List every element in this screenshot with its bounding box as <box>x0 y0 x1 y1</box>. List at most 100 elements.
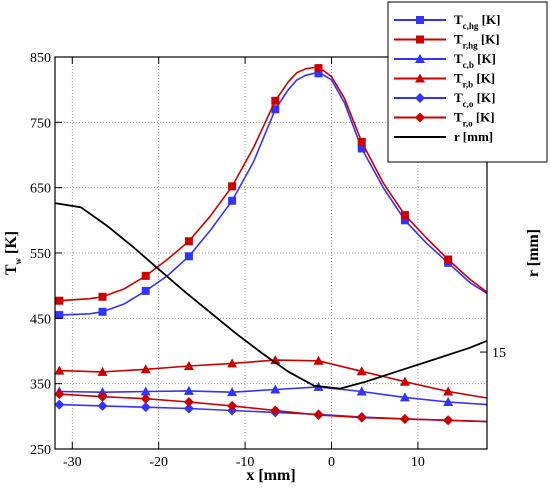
y-axis-label-left-subscript: w <box>13 257 23 264</box>
triangle-marker <box>54 365 65 375</box>
triangle-marker <box>183 385 194 395</box>
y-tick-label-left: 250 <box>30 443 51 458</box>
series-line <box>54 202 488 390</box>
legend-label: Tc,b [K] <box>454 51 496 70</box>
triangle-marker <box>399 376 410 386</box>
legend-label-unit: [K] <box>473 90 495 105</box>
diamond-marker <box>270 405 281 416</box>
triangle-marker <box>227 387 238 397</box>
square-marker <box>228 182 237 191</box>
square-marker <box>141 286 150 295</box>
triangle-marker <box>140 364 151 374</box>
axes: -30-20-100102503504505506507508501530x [… <box>3 51 542 484</box>
diamond-marker <box>399 413 410 424</box>
diamond-marker <box>140 393 151 404</box>
diamond-marker <box>313 410 324 421</box>
legend-label-unit: [K] <box>478 32 500 47</box>
diamond-marker <box>356 412 367 423</box>
series-5 <box>54 389 488 426</box>
triangle-marker <box>227 358 238 368</box>
square-marker <box>184 237 193 246</box>
square-marker <box>416 35 424 44</box>
triangle-marker <box>313 355 324 365</box>
triangle-marker <box>97 366 108 376</box>
legend-label-unit: [K] <box>473 110 495 125</box>
legend-label-main: T <box>454 110 463 125</box>
series-layer <box>54 64 488 426</box>
legend-label: r [mm] <box>454 129 493 144</box>
square-marker <box>400 216 409 225</box>
legend-entry: Tr,hg [K] <box>394 32 500 51</box>
triangle-marker <box>443 396 454 406</box>
legend-label-main: T <box>454 90 463 105</box>
diamond-marker <box>97 391 108 402</box>
diamond-marker <box>97 400 108 411</box>
y-tick-label-right: 15 <box>492 346 506 361</box>
legend-label: Tc,hg [K] <box>454 12 500 31</box>
triangle-marker <box>415 73 425 83</box>
legend-label-subscript: c,hg <box>463 21 479 31</box>
x-tick-label: -10 <box>236 455 255 470</box>
series-4 <box>54 399 488 426</box>
legend-label: Tc,o [K] <box>454 90 495 109</box>
square-marker <box>400 211 409 220</box>
legend-entry: Tr,b [K] <box>394 71 495 90</box>
y-tick-label-left: 650 <box>30 182 51 197</box>
y-axis-label-right: r [mm] <box>525 229 542 277</box>
legend-label-subscript: r,hg <box>463 41 478 51</box>
legend-entry: Tc,hg [K] <box>394 12 500 31</box>
series-6 <box>54 202 488 390</box>
diamond-marker <box>415 93 425 103</box>
triangle-marker <box>97 387 108 397</box>
square-marker <box>357 144 366 153</box>
y-axis-label-left: Tw [K] <box>3 231 23 275</box>
legend-label: Tr,o [K] <box>454 110 495 129</box>
series-3 <box>54 355 488 399</box>
diamond-marker <box>183 403 194 414</box>
legend-entry: Tr,o [K] <box>394 110 495 129</box>
square-marker <box>444 255 453 264</box>
legend-label-subscript: c,b <box>463 60 474 70</box>
diamond-marker <box>443 415 454 426</box>
square-marker <box>314 64 323 73</box>
x-tick-label: 10 <box>411 455 425 470</box>
legend-box <box>387 1 548 163</box>
legend-label-subscript: r,o <box>463 119 473 129</box>
triangle-marker <box>415 54 425 63</box>
triangle-marker <box>270 384 281 394</box>
legend-label-subscript: r,b <box>463 80 473 90</box>
legend-label: Tr,b [K] <box>454 71 495 90</box>
triangle-marker <box>356 386 367 396</box>
square-marker <box>271 96 280 105</box>
square-marker <box>141 271 150 280</box>
legend-label-main: T <box>454 32 463 47</box>
legend-entry: r [mm] <box>394 129 493 144</box>
diamond-marker <box>54 389 65 400</box>
square-marker <box>416 16 424 24</box>
legend-label-main: T <box>454 71 463 86</box>
y-axis-label-left-unit: [K] <box>3 231 20 258</box>
diamond-marker <box>227 400 238 411</box>
triangle-marker <box>356 366 367 376</box>
square-marker <box>357 137 366 146</box>
legend-label-subscript: c,o <box>463 99 474 109</box>
triangle-marker <box>443 386 454 396</box>
square-marker <box>314 69 323 78</box>
legend-entry: Tc,b [K] <box>394 51 496 70</box>
y-tick-label-left: 550 <box>30 247 51 262</box>
legend: Tc,hg [K]Tr,hg [K]Tc,b [K]Tr,b [K]Tc,o [… <box>387 1 548 163</box>
diamond-marker <box>183 396 194 407</box>
diamond-marker <box>54 399 65 410</box>
x-tick-label: 0 <box>328 455 335 470</box>
y-tick-label-left: 850 <box>30 51 51 66</box>
legend-label-unit: [K] <box>474 51 496 66</box>
square-marker <box>228 196 237 205</box>
legend-label-main: r [mm] <box>454 129 493 144</box>
square-marker <box>271 105 280 114</box>
square-marker <box>98 307 107 316</box>
square-marker <box>98 292 107 301</box>
legend-label-unit: [K] <box>478 12 500 27</box>
x-axis-label: x [mm] <box>246 467 295 484</box>
legend-label: Tr,hg [K] <box>454 32 500 51</box>
